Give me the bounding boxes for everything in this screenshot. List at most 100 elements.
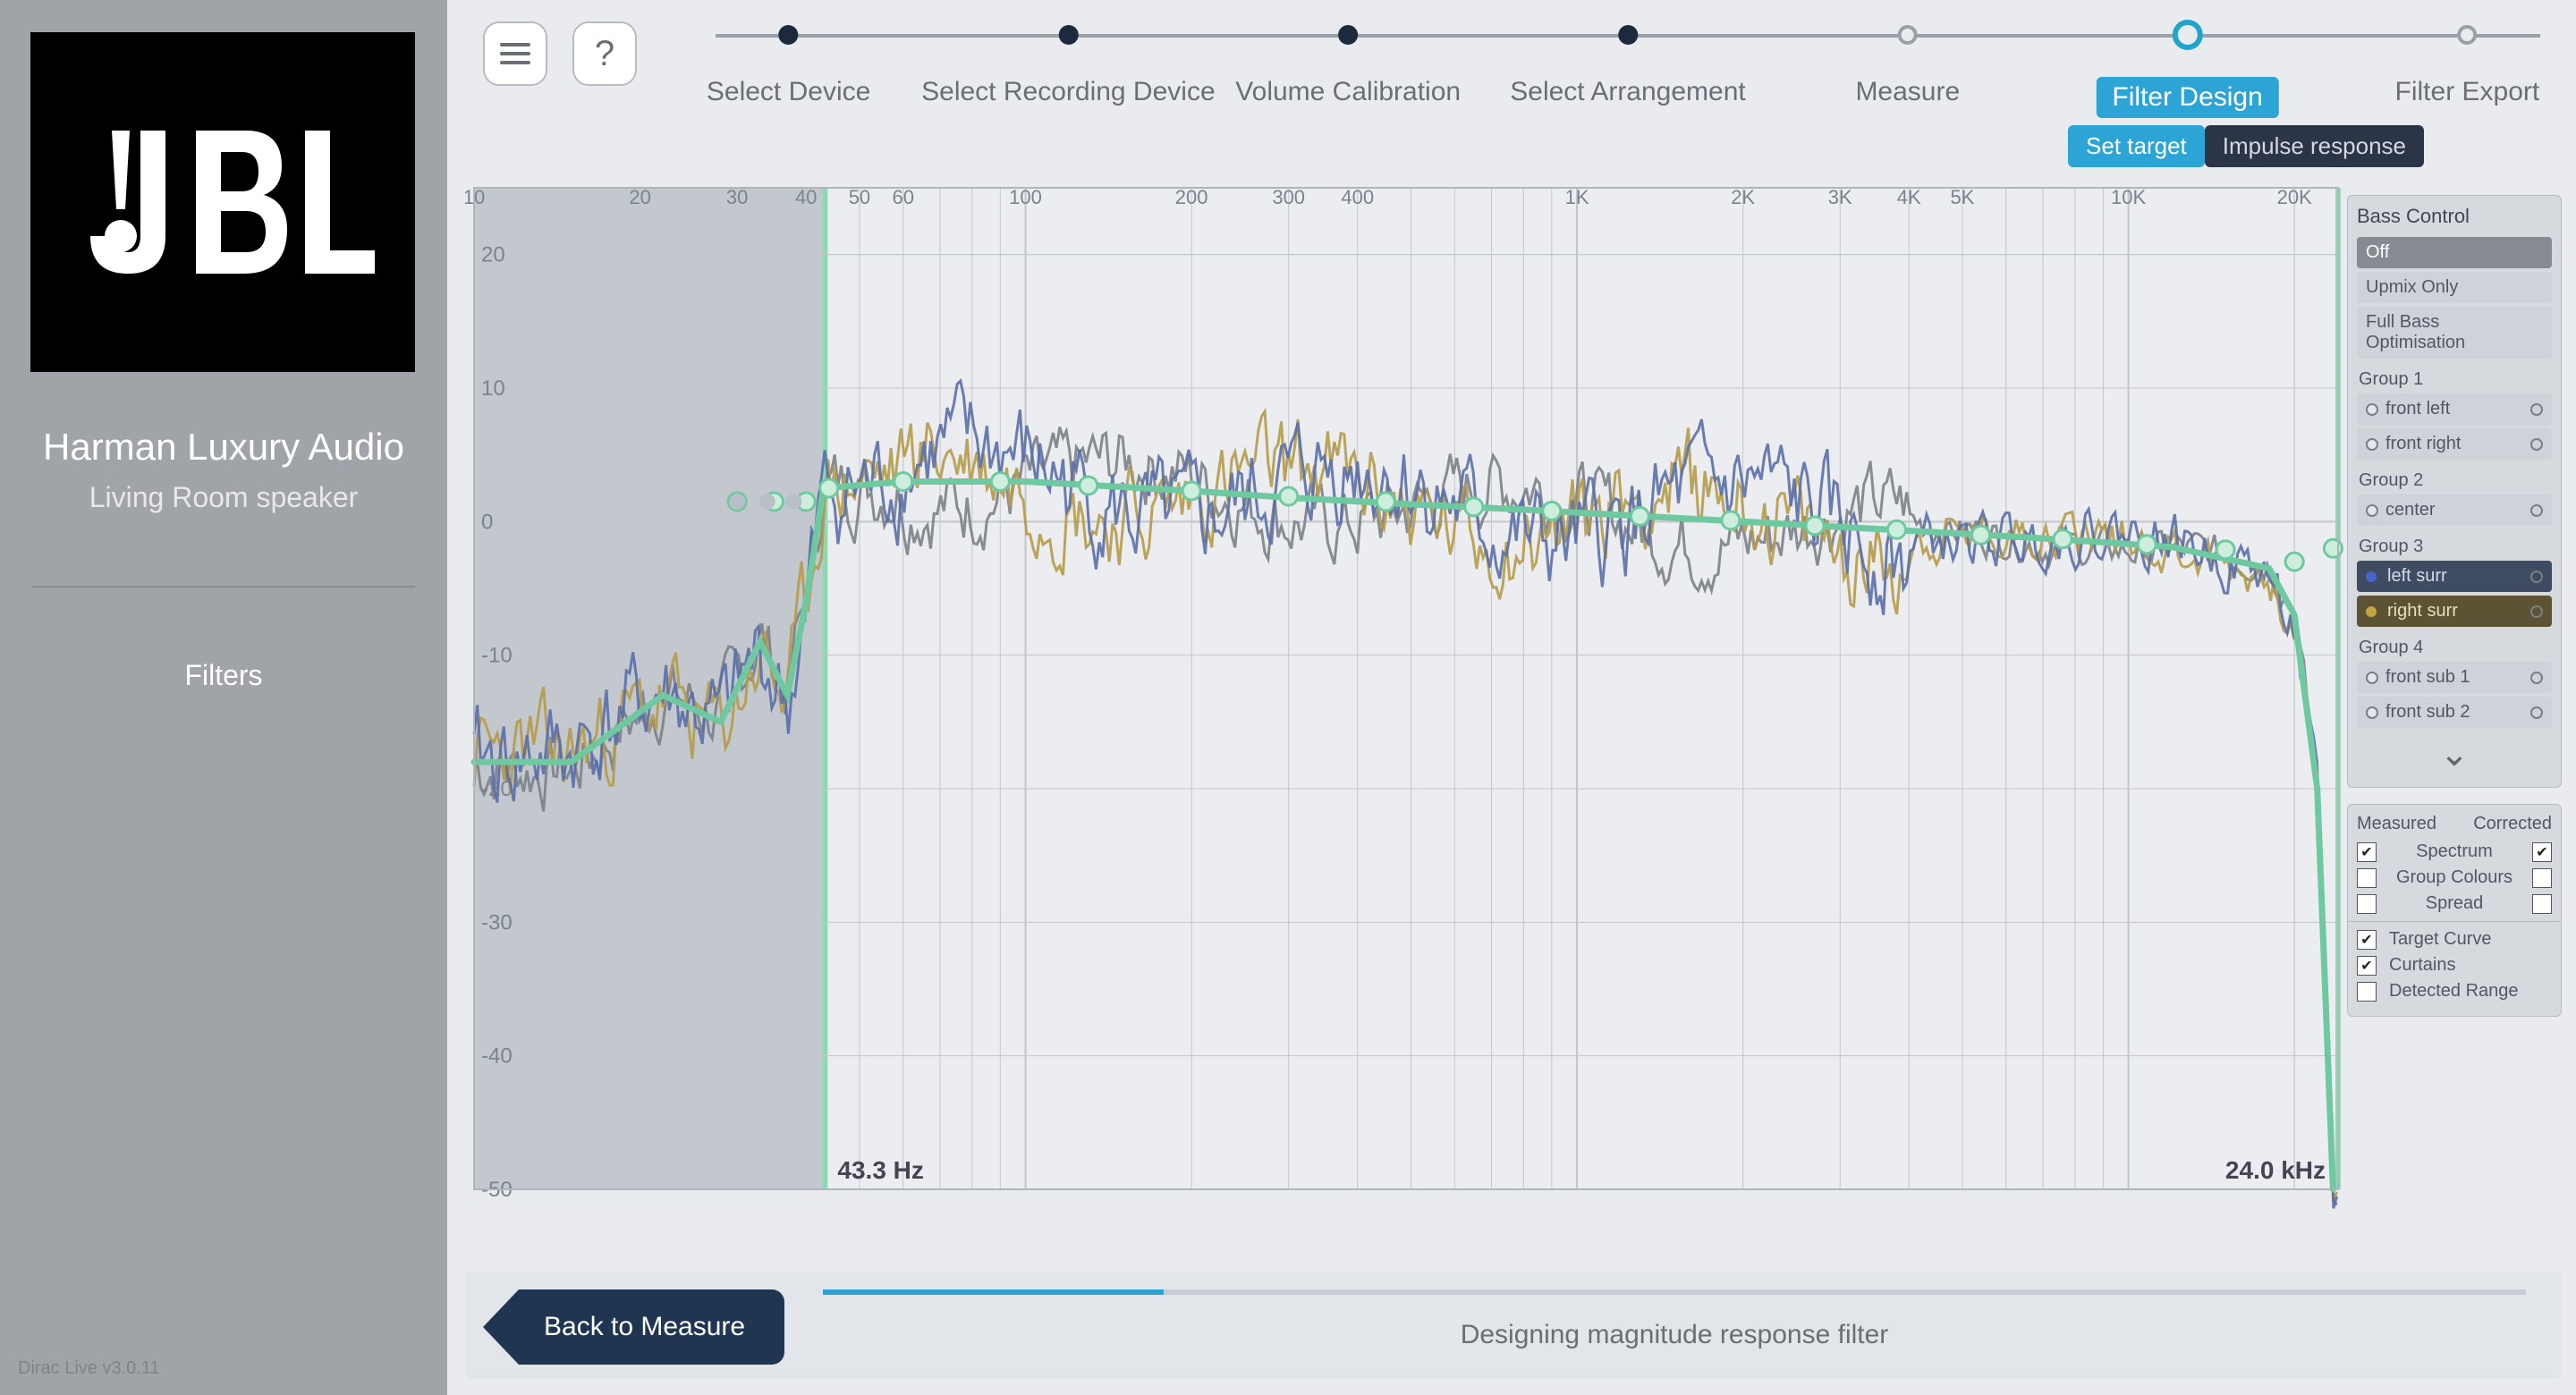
chevron-down-icon[interactable]: ⌄ <box>2357 733 2552 774</box>
svg-text:-10: -10 <box>481 644 513 668</box>
topbar: ? Select DeviceSelect Recording DeviceVo… <box>447 0 2576 161</box>
step-label: Measure <box>1855 77 1960 107</box>
svg-text:2K: 2K <box>1731 186 1755 208</box>
checkbox[interactable] <box>2532 894 2552 914</box>
divider <box>32 586 415 588</box>
channel-label: front left <box>2385 399 2450 419</box>
svg-text:20K: 20K <box>2277 186 2312 208</box>
back-to-measure-button[interactable]: Back to Measure <box>483 1289 784 1365</box>
bass-control-box: Bass Control Off Upmix Only Full Bass Opti… <box>2347 195 2562 788</box>
sub-tabs: Set target Impulse response <box>2068 125 2424 167</box>
group-title: Group 1 <box>2359 369 2552 390</box>
sidebar: Harman Luxury Audio Living Room speaker … <box>0 0 447 1395</box>
legend-row: Spectrum <box>2357 841 2552 862</box>
svg-text:200: 200 <box>1175 186 1208 208</box>
channel-front-sub-1[interactable]: front sub 1 <box>2357 662 2552 693</box>
bass-control-title: Bass Control <box>2357 205 2552 228</box>
svg-text:300: 300 <box>1272 186 1305 208</box>
svg-text:5K: 5K <box>1951 186 1975 208</box>
step-dot <box>779 25 799 45</box>
step-dot <box>1338 25 1358 45</box>
tab-set-target[interactable]: Set target <box>2068 125 2205 167</box>
legend-label: Spread <box>2377 893 2532 914</box>
bass-option-full-bass-optimisation[interactable]: Full Bass Optimisation <box>2357 307 2552 359</box>
svg-text:4K: 4K <box>1897 186 1921 208</box>
channel-front-right[interactable]: front right <box>2357 428 2552 460</box>
svg-text:20: 20 <box>629 186 650 208</box>
svg-text:100: 100 <box>1009 186 1042 208</box>
legend-head-corrected: Corrected <box>2473 814 2552 834</box>
svg-text:10: 10 <box>481 376 505 401</box>
channel-center[interactable]: center <box>2357 495 2552 526</box>
tab-impulse-response[interactable]: Impulse response <box>2205 125 2424 167</box>
ring-icon <box>2530 403 2543 416</box>
step-dot <box>2173 20 2203 50</box>
channel-left-surr[interactable]: left surr <box>2357 561 2552 592</box>
legend-label: Group Colours <box>2377 867 2532 888</box>
chart[interactable]: 20100-10-20-30-40-5010203040506010020030… <box>465 179 2347 1225</box>
svg-text:3K: 3K <box>1828 186 1852 208</box>
legend-row: Target Curve <box>2357 929 2552 950</box>
svg-text:20: 20 <box>481 243 505 267</box>
legend-label: Detected Range <box>2377 981 2552 1002</box>
step-select-device[interactable]: Select Device <box>707 25 870 107</box>
progress-fill <box>823 1289 1164 1295</box>
channel-front-sub-2[interactable]: front sub 2 <box>2357 697 2552 728</box>
step-dot <box>1898 25 1918 45</box>
step-label: Filter Export <box>2395 77 2540 107</box>
checkbox[interactable] <box>2357 894 2377 914</box>
legend-row: Spread <box>2357 893 2552 914</box>
checkbox[interactable] <box>2357 868 2377 888</box>
help-button[interactable]: ? <box>572 21 637 86</box>
stepper: Select DeviceSelect Recording DeviceVolu… <box>716 25 2540 132</box>
color-dot-icon <box>2366 606 2377 617</box>
svg-text:40: 40 <box>795 186 817 208</box>
menu-button[interactable] <box>483 21 547 86</box>
bass-option-upmix-only[interactable]: Upmix Only <box>2357 272 2552 303</box>
channel-label: front sub 1 <box>2385 667 2470 688</box>
step-dot <box>1058 25 1078 45</box>
checkbox[interactable] <box>2532 868 2552 888</box>
radio-icon <box>2366 504 2378 517</box>
step-label: Select Arrangement <box>1510 77 1745 107</box>
checkbox[interactable] <box>2357 982 2377 1002</box>
channel-label: front sub 2 <box>2385 702 2470 723</box>
legend-row: Curtains <box>2357 955 2552 976</box>
radio-icon <box>2366 672 2378 684</box>
step-select-recording-device[interactable]: Select Recording Device <box>921 25 1216 107</box>
brand-logo <box>30 32 415 372</box>
sidebar-item-filters[interactable]: Filters <box>0 659 447 692</box>
legend-label: Target Curve <box>2377 929 2552 950</box>
channel-right-surr[interactable]: right surr <box>2357 596 2552 627</box>
progress-bar <box>823 1289 2526 1295</box>
checkbox[interactable] <box>2357 930 2377 950</box>
ring-icon <box>2530 605 2543 618</box>
bass-option-off[interactable]: Off <box>2357 237 2552 268</box>
legend-label: Curtains <box>2377 955 2552 976</box>
channel-front-left[interactable]: front left <box>2357 393 2552 425</box>
step-filter-export[interactable]: Filter Export <box>2395 25 2540 107</box>
svg-text:60: 60 <box>893 186 914 208</box>
radio-icon <box>2366 403 2378 416</box>
ring-icon <box>2530 706 2543 719</box>
legend-box: Measured Corrected SpectrumGroup Colours… <box>2347 804 2562 1017</box>
step-volume-calibration[interactable]: Volume Calibration <box>1235 25 1461 107</box>
radio-icon <box>2366 706 2378 719</box>
legend-row: Detected Range <box>2357 981 2552 1002</box>
step-dot <box>2457 25 2477 45</box>
group-title: Group 4 <box>2359 638 2552 658</box>
step-filter-design[interactable]: Filter Design <box>2096 25 2278 118</box>
ring-icon <box>2530 571 2543 583</box>
checkbox[interactable] <box>2532 842 2552 862</box>
ring-icon <box>2530 438 2543 451</box>
checkbox[interactable] <box>2357 956 2377 976</box>
bottom-bar: Back to Measure Designing magnitude resp… <box>465 1272 2562 1379</box>
channel-label: right surr <box>2387 601 2458 621</box>
checkbox[interactable] <box>2357 842 2377 862</box>
step-select-arrangement[interactable]: Select Arrangement <box>1510 25 1745 107</box>
color-dot-icon <box>2366 571 2377 582</box>
svg-text:10K: 10K <box>2111 186 2146 208</box>
svg-text:1K: 1K <box>1565 186 1589 208</box>
step-measure[interactable]: Measure <box>1855 25 1960 107</box>
brand-title: Harman Luxury Audio <box>0 426 447 469</box>
